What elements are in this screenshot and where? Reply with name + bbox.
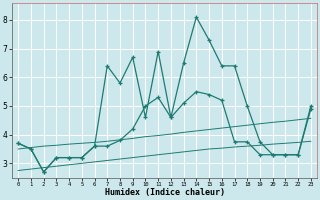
X-axis label: Humidex (Indice chaleur): Humidex (Indice chaleur) [105,188,225,197]
